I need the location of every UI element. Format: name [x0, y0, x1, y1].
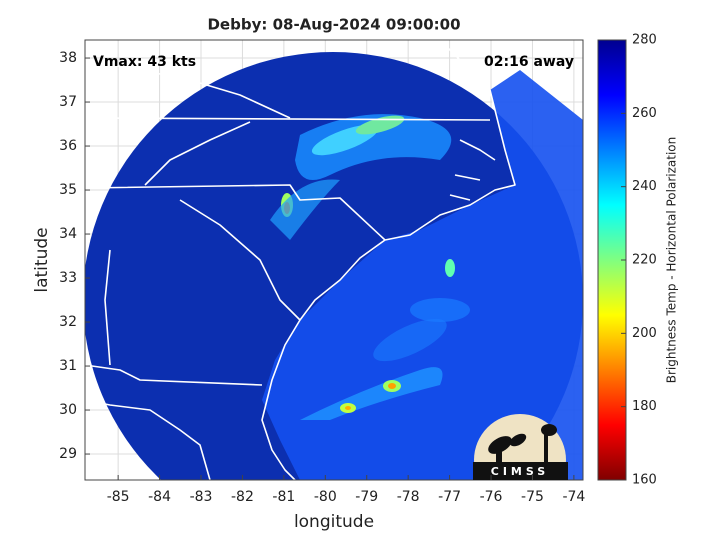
- colorbar-tick-label: 160: [632, 473, 657, 488]
- chart-title: Debby: 08-Aug-2024 09:00:00: [207, 16, 460, 34]
- y-tick-label: 32: [59, 314, 77, 330]
- colorbar-tick-label: 220: [632, 253, 657, 268]
- x-tick-label: -84: [148, 489, 171, 505]
- x-tick-label: -76: [480, 489, 503, 505]
- x-tick-label: -74: [562, 489, 585, 505]
- colorbar-tick-label: 260: [632, 106, 657, 121]
- border: [179, 199, 301, 321]
- border: [144, 121, 251, 186]
- annotation: 02:16 away: [484, 54, 574, 70]
- y-tick-label: 38: [59, 50, 77, 66]
- band: [373, 318, 447, 362]
- y-axis-label: latitude: [32, 227, 52, 292]
- colorbar-tick-label: 200: [632, 326, 657, 341]
- coastline: [261, 40, 516, 480]
- band: [295, 114, 452, 180]
- band: [345, 406, 351, 410]
- band: [355, 115, 405, 135]
- colorbar-label: Brightness Temp - Horizontal Polarizatio…: [665, 137, 679, 384]
- x-tick-label: -85: [107, 489, 130, 505]
- x-tick-label: -78: [397, 489, 420, 505]
- border: [104, 249, 111, 366]
- y-tick-label: 31: [59, 358, 77, 374]
- x-axis-label: longitude: [294, 512, 374, 532]
- ocean: [262, 70, 583, 480]
- colorbar-tick-label: 280: [632, 33, 657, 48]
- colorbar-tick-label: 180: [632, 399, 657, 414]
- x-tick-label: -75: [521, 489, 544, 505]
- logo-text: CIMSS: [491, 465, 549, 478]
- border: [85, 184, 386, 241]
- border: [85, 364, 263, 386]
- x-tick-label: -82: [231, 489, 254, 505]
- x-tick-label: -79: [355, 489, 378, 505]
- border: [85, 59, 291, 119]
- y-tick-label: 33: [59, 270, 77, 286]
- y-tick-label: 37: [59, 94, 77, 110]
- colorbar-tick-label: 240: [632, 179, 657, 194]
- x-tick-label: -83: [190, 489, 213, 505]
- x-tick-label: -77: [438, 489, 461, 505]
- coastline: [85, 399, 211, 480]
- x-tick-label: -81: [272, 489, 295, 505]
- plot-frame: [84, 39, 584, 481]
- band: [270, 179, 340, 240]
- y-tick-label: 35: [59, 182, 77, 198]
- annotation: Vmax: 43 kts: [93, 54, 196, 70]
- border: [85, 117, 491, 121]
- band: [410, 298, 470, 322]
- y-tick-label: 36: [59, 138, 77, 154]
- band: [388, 383, 396, 389]
- band: [445, 259, 455, 277]
- band: [300, 367, 443, 420]
- x-tick-label: -80: [314, 489, 337, 505]
- sound: [449, 139, 496, 201]
- y-tick-label: 29: [59, 446, 77, 462]
- y-tick-label: 30: [59, 402, 77, 418]
- swath: [85, 40, 583, 480]
- logo: CIMSS: [473, 414, 568, 480]
- y-tick-label: 34: [59, 226, 77, 242]
